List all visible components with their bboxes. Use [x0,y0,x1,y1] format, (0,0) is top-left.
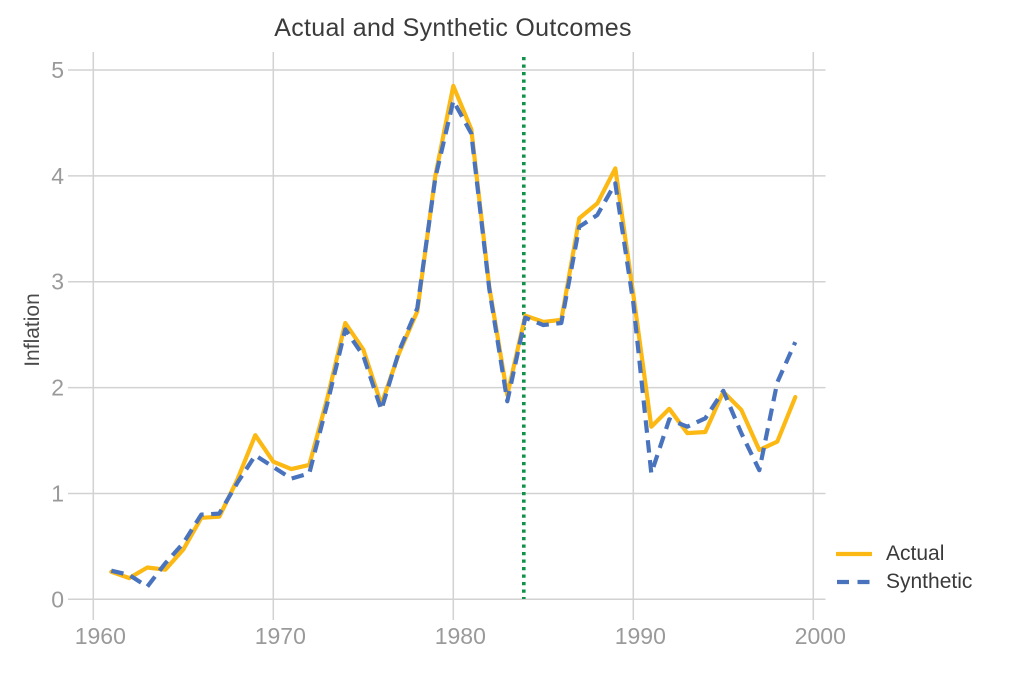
legend: Actual Synthetic [836,543,972,592]
legend-label-synthetic: Synthetic [886,570,973,593]
x-tick-label: 1970 [255,623,306,649]
y-tick-label: 4 [51,163,64,189]
synthetic-line [110,98,798,589]
chart-title: Actual and Synthetic Outcomes [274,14,632,42]
x-tick-label: 2000 [795,623,846,649]
y-tick-label: 3 [51,269,64,295]
x-tick-label: 1980 [435,623,486,649]
legend-item-synthetic: Synthetic [836,571,972,592]
x-tick-label: 1960 [75,623,126,649]
x-tick-label: 1990 [615,623,666,649]
synthetic-line-swatch [837,579,871,584]
y-tick-label: 2 [51,375,64,401]
y-tick-label: 1 [51,480,64,506]
actual-line-swatch [836,551,872,556]
legend-label-actual: Actual [886,542,945,565]
y-tick-label: 5 [51,57,64,83]
y-tick-label: 0 [51,586,64,612]
legend-item-actual: Actual [836,543,972,564]
